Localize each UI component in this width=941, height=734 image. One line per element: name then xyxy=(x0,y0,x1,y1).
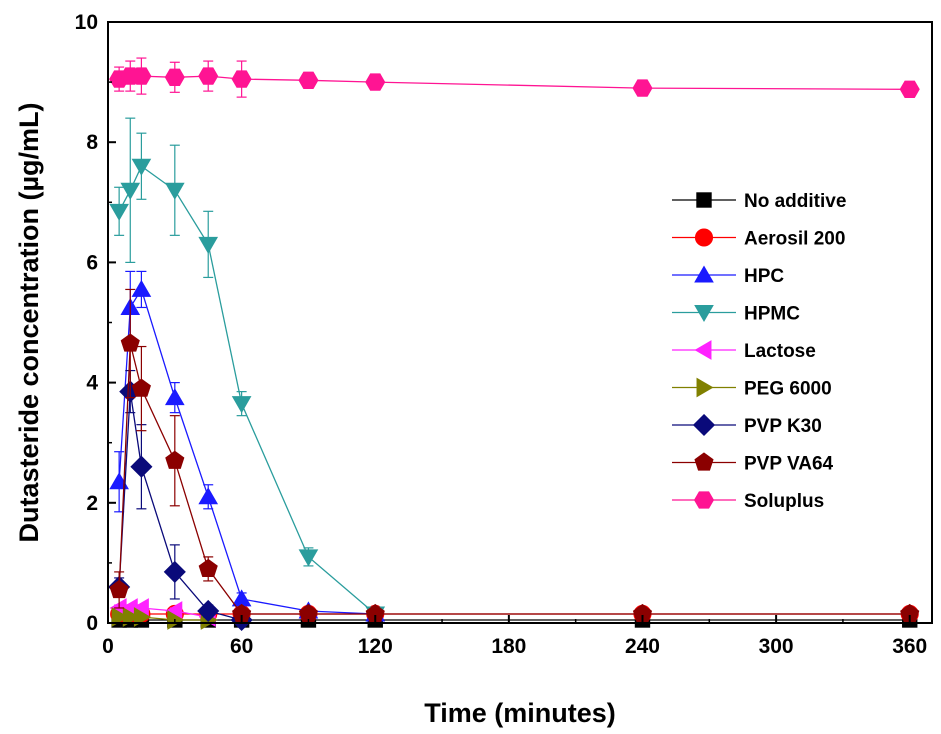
data-point xyxy=(131,279,152,297)
series-line xyxy=(118,165,376,615)
legend-marker xyxy=(692,413,716,437)
data-point xyxy=(165,450,185,469)
series-pvp-k30 xyxy=(108,369,253,632)
legend-item: Soluplus xyxy=(672,491,824,512)
series-hpc xyxy=(109,270,386,622)
series-line xyxy=(118,287,376,615)
data-point xyxy=(131,67,152,85)
y-axis-title: Dutasteride concentration (µg/mL) xyxy=(14,102,44,542)
y-tick-label: 0 xyxy=(86,612,98,635)
legend-label: HPC xyxy=(744,266,784,287)
data-point xyxy=(298,549,319,567)
legend-item: No additive xyxy=(672,191,846,212)
y-tick-label: 2 xyxy=(86,492,98,515)
series-line xyxy=(118,391,242,621)
legend-label: PVP K30 xyxy=(744,416,822,437)
series-pvp-va64 xyxy=(109,288,920,623)
data-point xyxy=(131,158,152,176)
data-point xyxy=(198,236,219,254)
data-point xyxy=(231,589,252,607)
legend-label: PVP VA64 xyxy=(744,454,834,475)
legend-label: Aerosil 200 xyxy=(744,229,845,250)
data-point xyxy=(122,607,140,627)
legend-marker xyxy=(694,340,712,360)
legend-marker xyxy=(693,491,715,509)
data-point xyxy=(120,333,140,352)
legend-item: PVP K30 xyxy=(672,413,822,437)
data-point xyxy=(163,560,186,583)
series-hpmc xyxy=(109,117,386,624)
legend-marker xyxy=(696,192,712,208)
series-soluplus xyxy=(109,57,920,98)
data-point xyxy=(298,71,319,89)
data-point xyxy=(164,182,185,200)
y-tick-label: 6 xyxy=(86,251,98,274)
legend-label: Lactose xyxy=(744,341,816,362)
legend-label: No additive xyxy=(744,191,846,212)
x-tick-label: 120 xyxy=(358,635,393,658)
x-tick-label: 240 xyxy=(625,635,660,658)
x-tick-label: 180 xyxy=(491,635,526,658)
legend-item: HPMC xyxy=(672,304,800,325)
data-point xyxy=(109,579,129,599)
data-point xyxy=(899,80,920,98)
data-point xyxy=(198,487,219,505)
data-point xyxy=(167,610,185,630)
x-tick-label: 300 xyxy=(759,635,794,658)
legend-item: HPC xyxy=(672,265,784,287)
data-point xyxy=(133,607,151,627)
legend-label: HPMC xyxy=(744,304,800,325)
legend-item: PEG 6000 xyxy=(672,377,832,400)
data-point xyxy=(231,70,252,88)
data-point xyxy=(164,388,185,406)
x-tick-label: 0 xyxy=(102,635,114,658)
data-point xyxy=(198,558,218,578)
x-tick-label: 360 xyxy=(892,635,927,658)
y-tick-label: 8 xyxy=(86,131,98,154)
legend-marker xyxy=(694,265,714,283)
y-tick-label: 10 xyxy=(75,11,98,34)
x-axis-title: Time (minutes) xyxy=(424,698,616,728)
data-point xyxy=(111,607,129,627)
legend: No additive Aerosil 200 HPC HPMC Lactose PEG … xyxy=(672,191,846,512)
series-line xyxy=(118,343,910,615)
legend-label: PEG 6000 xyxy=(744,379,832,400)
legend-item: PVP VA64 xyxy=(672,452,834,475)
legend-marker xyxy=(696,377,714,398)
legend-marker xyxy=(694,452,714,471)
data-point xyxy=(365,73,386,91)
legend-item: Aerosil 200 xyxy=(672,228,845,250)
y-tick-label: 4 xyxy=(86,372,98,395)
legend-marker xyxy=(694,228,714,247)
x-tick-label: 60 xyxy=(230,635,253,658)
plot-frame xyxy=(107,21,933,624)
legend-item: Lactose xyxy=(672,340,816,362)
data-point xyxy=(131,378,151,397)
data-point xyxy=(198,67,219,85)
legend-marker xyxy=(694,305,714,323)
data-point xyxy=(130,455,153,478)
data-point xyxy=(632,79,653,97)
data-point xyxy=(197,599,220,623)
data-point xyxy=(120,182,141,200)
data-point xyxy=(231,396,252,414)
data-point xyxy=(109,203,129,221)
data-point xyxy=(164,68,185,86)
legend-label: Soluplus xyxy=(744,491,824,512)
